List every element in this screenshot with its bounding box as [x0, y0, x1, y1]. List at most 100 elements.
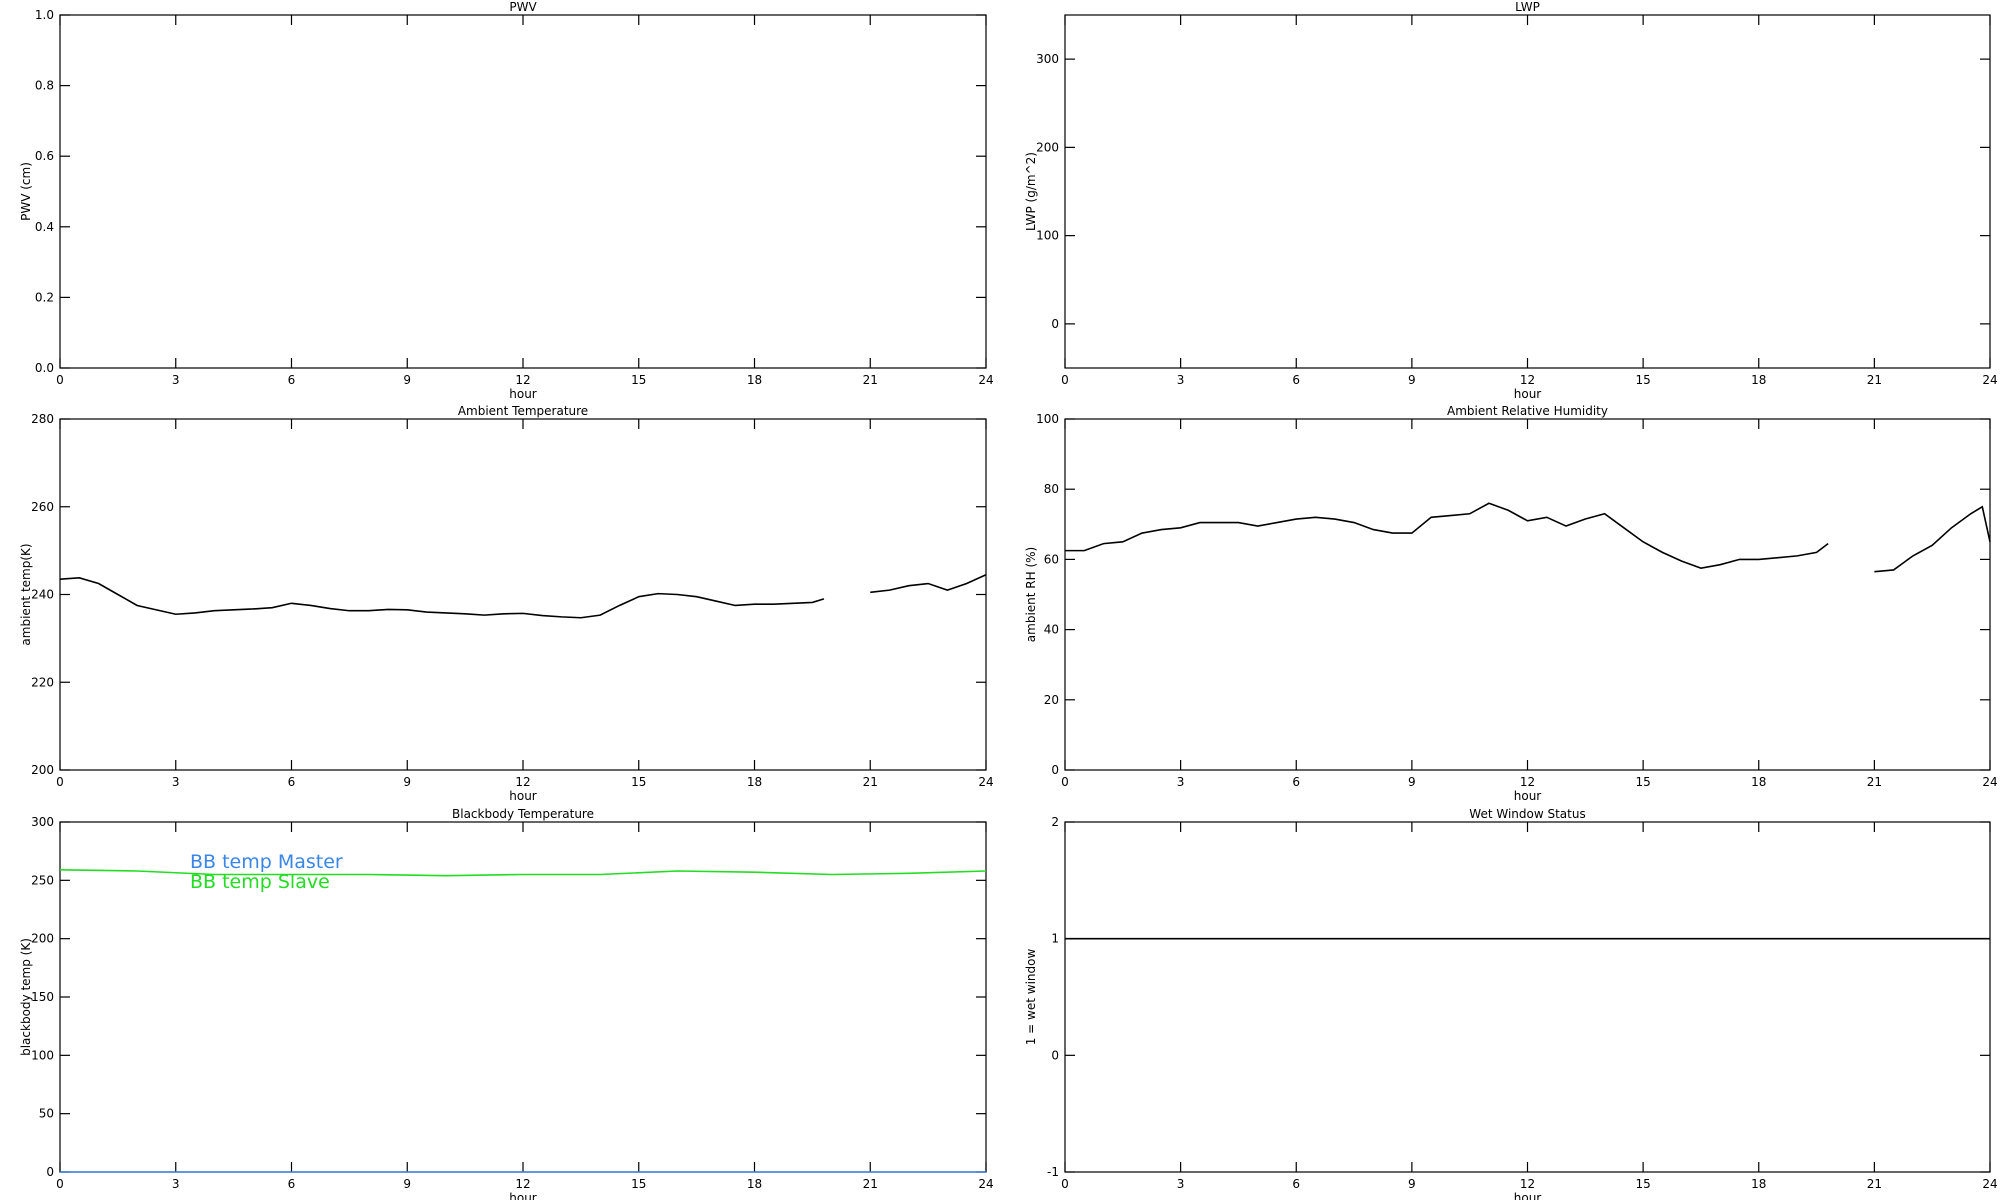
x-tick-label: 0 — [56, 775, 64, 789]
chart-title: Blackbody Temperature — [452, 807, 594, 821]
x-tick-label: 21 — [863, 1177, 878, 1191]
x-tick-label: 3 — [1177, 775, 1185, 789]
plot-frame — [59, 418, 987, 771]
chart-title: Ambient Relative Humidity — [1447, 404, 1608, 418]
y-axis-label: 1 = wet window — [1024, 949, 1038, 1046]
y-axis-label: LWP (g/m^2) — [1024, 152, 1038, 231]
x-tick-label: 0 — [56, 373, 64, 387]
y-axis-label: PWV (cm) — [19, 162, 33, 221]
legend-entry: BB temp Master — [190, 851, 343, 873]
x-tick-label: 24 — [1982, 373, 1997, 387]
x-tick-label: 9 — [1408, 373, 1416, 387]
x-tick-label: 21 — [863, 373, 878, 387]
x-tick-label: 0 — [1061, 373, 1069, 387]
x-tick-label: 21 — [863, 775, 878, 789]
x-tick-label: 3 — [172, 775, 180, 789]
series-line — [1065, 502, 1991, 573]
x-tick-label: 18 — [747, 1177, 762, 1191]
x-tick-label: 12 — [515, 1177, 530, 1191]
x-tick-label: 9 — [403, 1177, 411, 1191]
x-tick-label: 12 — [1520, 775, 1535, 789]
x-tick-label: 9 — [403, 775, 411, 789]
chart-title: PWV — [509, 0, 537, 14]
chart-title: Wet Window Status — [1469, 807, 1585, 821]
y-tick-label: -1 — [1047, 1165, 1059, 1179]
chart-title: Ambient Temperature — [458, 404, 588, 418]
chart-panel: Wet Window Status hour 1 = wet window 0 3 6 9 1… — [1024, 807, 1998, 1200]
x-tick-label: 15 — [1635, 373, 1650, 387]
x-tick-label: 6 — [1292, 1177, 1300, 1191]
x-tick-label: 24 — [1982, 1177, 1997, 1191]
y-axis-label: ambient RH (%) — [1024, 547, 1038, 642]
y-tick-label: 280 — [31, 412, 54, 426]
y-tick-label: 0.4 — [35, 220, 54, 234]
x-tick-label: 0 — [1061, 775, 1069, 789]
series-line — [59, 869, 987, 877]
y-tick-label: 240 — [31, 588, 54, 602]
y-tick-label: 0 — [1051, 317, 1059, 331]
x-tick-label: 6 — [288, 373, 296, 387]
y-tick-label: 0.6 — [35, 149, 54, 163]
y-tick-label: 150 — [31, 990, 54, 1004]
x-tick-label: 15 — [1635, 775, 1650, 789]
chart-panel: Ambient Temperature hour ambient temp(K) 0 3… — [19, 404, 994, 803]
x-tick-label: 18 — [1751, 373, 1766, 387]
x-tick-label: 0 — [56, 1177, 64, 1191]
chart-panel: LWP hour LWP (g/m^2) 0 3 6 9 12 15 18 21 24 0 100 200 3… — [1024, 0, 1998, 401]
y-tick-label: 60 — [1044, 552, 1059, 566]
chart-panel: Blackbody Temperature hour blackbody temp … — [19, 807, 994, 1200]
x-tick-label: 3 — [172, 373, 180, 387]
y-tick-label: 100 — [1036, 229, 1059, 243]
plot-frame — [1064, 821, 1991, 1173]
y-tick-label: 250 — [31, 873, 54, 887]
x-tick-label: 3 — [172, 1177, 180, 1191]
y-tick-label: 100 — [1036, 412, 1059, 426]
x-tick-label: 12 — [515, 373, 530, 387]
y-tick-label: 50 — [39, 1107, 54, 1121]
x-axis-label: hour — [1514, 387, 1542, 401]
x-tick-label: 18 — [1751, 1177, 1766, 1191]
y-tick-label: 40 — [1044, 623, 1059, 637]
x-tick-label: 9 — [1408, 775, 1416, 789]
x-tick-label: 6 — [1292, 373, 1300, 387]
x-tick-label: 24 — [978, 1177, 993, 1191]
x-tick-label: 3 — [1177, 1177, 1185, 1191]
legend-entry: BB temp Slave — [190, 871, 330, 893]
x-tick-label: 21 — [1867, 775, 1882, 789]
x-tick-label: 6 — [1292, 775, 1300, 789]
x-tick-label: 21 — [1867, 1177, 1882, 1191]
y-tick-label: 220 — [31, 675, 54, 689]
plot-frame — [1064, 14, 1991, 369]
x-axis-label: hour — [1514, 1191, 1542, 1200]
chart-title: LWP — [1515, 0, 1540, 14]
y-tick-label: 0 — [1051, 763, 1059, 777]
x-axis-label: hour — [1514, 789, 1542, 803]
y-axis-label: blackbody temp (K) — [19, 938, 33, 1056]
y-tick-label: 200 — [1036, 140, 1059, 154]
chart-panel: Ambient Relative Humidity hour ambient RH … — [1024, 404, 1998, 803]
x-tick-label: 18 — [1751, 775, 1766, 789]
x-axis-label: hour — [509, 1191, 537, 1200]
y-axis-label: ambient temp(K) — [19, 543, 33, 645]
x-tick-label: 9 — [403, 373, 411, 387]
x-tick-label: 15 — [631, 373, 646, 387]
x-tick-label: 18 — [747, 373, 762, 387]
x-tick-label: 21 — [1867, 373, 1882, 387]
x-tick-label: 18 — [747, 775, 762, 789]
y-tick-label: 20 — [1044, 693, 1059, 707]
x-tick-label: 6 — [288, 775, 296, 789]
y-tick-label: 300 — [31, 815, 54, 829]
plot-frame — [1064, 418, 1991, 771]
y-tick-label: 200 — [31, 763, 54, 777]
series-line — [59, 574, 987, 619]
x-tick-label: 15 — [631, 1177, 646, 1191]
x-tick-label: 12 — [1520, 373, 1535, 387]
x-tick-label: 15 — [1635, 1177, 1650, 1191]
y-tick-label: 100 — [31, 1048, 54, 1062]
y-tick-label: 1 — [1051, 932, 1059, 946]
x-tick-label: 24 — [1982, 775, 1997, 789]
plot-frame — [59, 14, 987, 369]
y-tick-label: 0 — [1051, 1048, 1059, 1062]
x-tick-label: 3 — [1177, 373, 1185, 387]
